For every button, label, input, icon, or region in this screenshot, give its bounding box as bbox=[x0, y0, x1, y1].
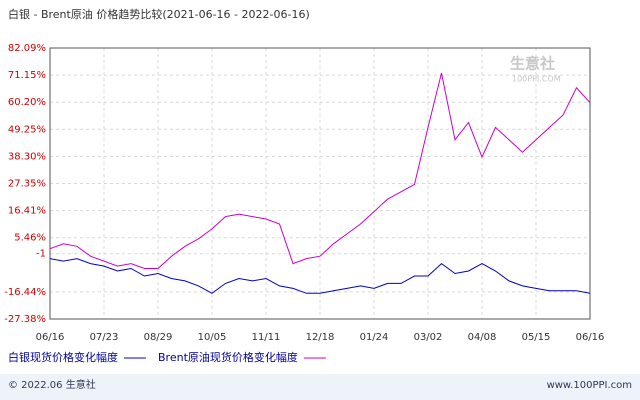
y-tick-label: 71.15% bbox=[8, 70, 46, 81]
x-tick-label: 03/02 bbox=[414, 332, 443, 343]
plot-frame bbox=[49, 47, 591, 320]
y-tick-label: 60.20% bbox=[8, 97, 46, 108]
y-tick-label: -27.38% bbox=[4, 314, 46, 325]
watermark: 生意社 bbox=[510, 55, 555, 73]
x-tick-label: 01/24 bbox=[360, 332, 389, 343]
x-tick-label: 06/16 bbox=[36, 332, 65, 343]
x-tick-label: 12/18 bbox=[306, 332, 335, 343]
chart-title: 白银 - Brent原油 价格趋势比较(2021-06-16 - 2022-06… bbox=[8, 7, 310, 21]
x-tick-label: 04/08 bbox=[468, 332, 497, 343]
x-tick-label: 06/16 bbox=[576, 332, 605, 343]
y-tick-label: 5.46% bbox=[14, 233, 46, 244]
legend-label: 白银现货价格变化幅度 bbox=[8, 350, 118, 364]
y-tick-label: -1 bbox=[36, 249, 46, 260]
footer-bar bbox=[0, 374, 640, 400]
footer-left: © 2022.06 生意社 bbox=[8, 378, 96, 391]
x-tick-label: 11/11 bbox=[252, 332, 281, 343]
x-tick-label: 05/15 bbox=[522, 332, 551, 343]
y-tick-label: 27.35% bbox=[8, 179, 46, 190]
y-tick-label: 49.25% bbox=[8, 124, 46, 135]
series-line bbox=[49, 258, 591, 294]
series-line bbox=[49, 72, 591, 269]
footer-right: www.100PPI.com bbox=[547, 380, 632, 391]
legend-label: Brent原油现货价格变化幅度 bbox=[158, 350, 298, 364]
y-tick-label: 38.30% bbox=[8, 151, 46, 162]
x-tick-label: 07/23 bbox=[90, 332, 119, 343]
y-tick-label: -16.44% bbox=[4, 287, 46, 298]
y-tick-label: 16.41% bbox=[8, 206, 46, 217]
x-tick-label: 08/29 bbox=[144, 332, 173, 343]
x-tick-label: 10/05 bbox=[198, 332, 227, 343]
y-tick-label: 82.09% bbox=[8, 43, 46, 54]
